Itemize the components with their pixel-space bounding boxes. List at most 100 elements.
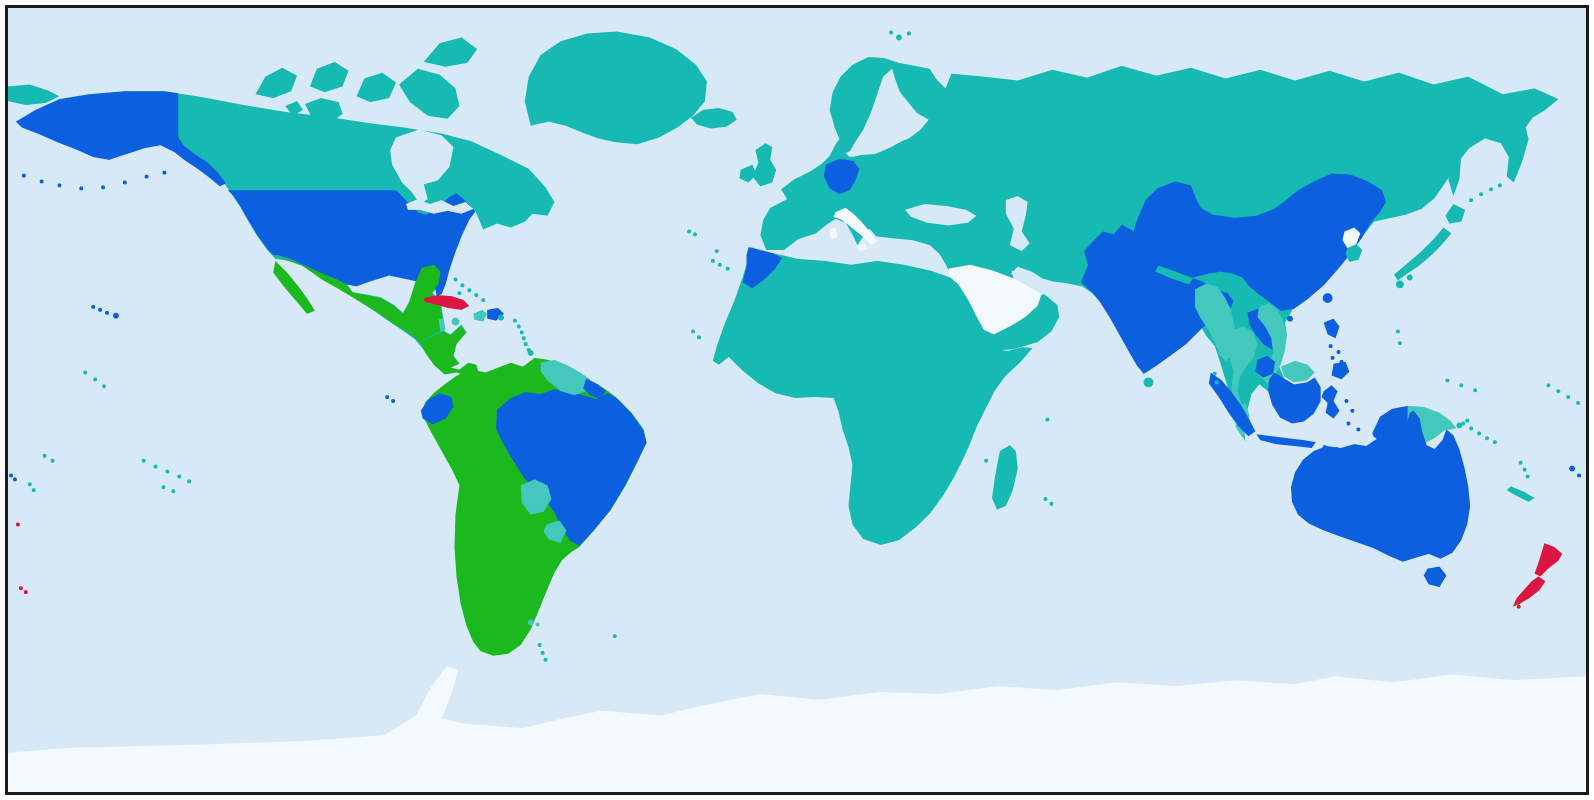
region-greenland: [524, 31, 707, 145]
islands-aleutian-islands: [101, 185, 106, 190]
region-sicily: [857, 243, 868, 252]
region-new-zealand-south-island: [1512, 576, 1546, 607]
region-japan-hokkaido: [1445, 204, 1466, 224]
region-baltic-sea: [845, 88, 921, 157]
region-baffin-island: [399, 68, 460, 119]
islands-french-polynesia: [171, 489, 176, 494]
islands-new-britain: [1456, 422, 1463, 429]
islands-vanuatu: [1522, 467, 1527, 472]
islands-mauritius-reunion: [1049, 501, 1054, 506]
islands-vanuatu: [1525, 474, 1530, 479]
region-arctic-island-1: [255, 67, 298, 99]
region-cuba: [423, 295, 470, 310]
region-banks-island: [285, 101, 304, 116]
islands-svalbard: [889, 30, 894, 35]
islands-bahamas: [457, 291, 462, 296]
islands-andaman-islands: [1214, 380, 1219, 385]
regions-layer: [8, 31, 1586, 792]
region-arctic-island-3: [356, 72, 397, 103]
islands-south-georgia: [540, 650, 545, 655]
region-paraguay: [520, 479, 552, 515]
islands-sri-lanka: [1143, 377, 1154, 388]
region-vietnam: [1257, 302, 1288, 384]
islands-micronesia: [1556, 389, 1561, 394]
islands-azores: [687, 229, 692, 234]
region-tasmania: [1423, 566, 1447, 588]
region-dominican-republic: [487, 307, 504, 321]
islands-kiribati: [42, 453, 47, 458]
islands-south-georgia: [543, 657, 548, 662]
region-arctic-island-2: [309, 61, 349, 93]
map-frame: [5, 5, 1589, 795]
islands-aleutian-islands: [144, 174, 149, 179]
islands-solomon-islands: [1469, 426, 1474, 431]
islands-marianas: [1397, 341, 1402, 346]
region-central-america: [419, 325, 479, 377]
islands-hawaii: [98, 307, 103, 312]
islands-shikoku-kyushu: [1395, 280, 1404, 289]
islands-fiji: [1577, 473, 1582, 478]
region-united-kingdom: [752, 143, 777, 187]
islands-aleutian-islands: [79, 186, 84, 191]
islands-kuril-islands: [1469, 198, 1474, 203]
region-french-guiana: [583, 378, 606, 400]
islands-micronesia: [1459, 383, 1464, 388]
islands-svalbard: [906, 31, 911, 36]
region-italy: [833, 207, 878, 246]
islands-bahamas: [460, 283, 465, 288]
region-morocco: [742, 247, 783, 289]
islands-marianas: [1395, 329, 1400, 334]
islands-canary-islands: [710, 258, 715, 263]
islands-canary-islands: [725, 266, 730, 271]
islands-lesser-antilles: [512, 318, 517, 323]
islands-french-polynesia: [141, 458, 146, 463]
islands-andaman-islands: [1212, 371, 1217, 376]
region-sardinia: [829, 227, 838, 240]
islands-seychelles: [1045, 417, 1050, 422]
region-japan-honshu: [1393, 227, 1452, 281]
islands-south-georgia: [537, 643, 542, 647]
region-mexico: [273, 254, 444, 343]
islands-bahamas: [481, 298, 486, 302]
islands-lesser-sunda: [1322, 445, 1327, 449]
islands-samoa: [8, 473, 13, 478]
region-ellesmere-island: [423, 37, 478, 67]
islands-cook-islands: [23, 590, 28, 595]
region-great-lakes: [405, 199, 474, 214]
islands-comoros: [984, 458, 989, 463]
region-china: [1130, 173, 1387, 311]
islands-visayas: [1339, 359, 1344, 364]
region-new-zealand-north-island: [1534, 543, 1563, 577]
region-alaska: [15, 91, 226, 187]
islands-kiribati: [93, 377, 98, 382]
islands-hawaii: [112, 312, 119, 319]
islands-cape-verde: [691, 329, 696, 334]
islands-kiribati: [102, 384, 107, 389]
islands-moluccas: [1344, 399, 1349, 403]
region-ecuador: [420, 393, 454, 425]
islands-micronesia: [1576, 400, 1581, 405]
islands-bahamas: [453, 277, 458, 282]
region-iceland: [691, 107, 737, 129]
islands-bahamas: [467, 288, 472, 293]
islands-solomon-islands: [1461, 421, 1466, 426]
region-india-pakistan: [1081, 224, 1234, 374]
region-sumatra: [1208, 372, 1256, 437]
region-new-caledonia: [1506, 486, 1535, 502]
region-antarctica: [8, 666, 1586, 792]
islands-shikoku-kyushu: [1406, 274, 1413, 281]
region-victoria-island: [304, 98, 343, 123]
islands-kiribati: [83, 370, 88, 375]
region-laos: [1247, 308, 1278, 351]
islands-lesser-antilles: [521, 336, 526, 341]
region-north-korea: [1342, 227, 1361, 249]
islands-lesser-sunda: [1357, 451, 1362, 456]
region-borneo: [1268, 372, 1321, 424]
islands-aleutian-islands: [21, 173, 26, 178]
islands-french-polynesia: [153, 464, 158, 469]
islands-galapagos: [391, 399, 396, 403]
region-cambodia: [1255, 355, 1276, 378]
region-uruguay: [543, 520, 567, 544]
islands-lesser-antilles: [519, 330, 524, 335]
islands-bahamas: [474, 293, 479, 298]
